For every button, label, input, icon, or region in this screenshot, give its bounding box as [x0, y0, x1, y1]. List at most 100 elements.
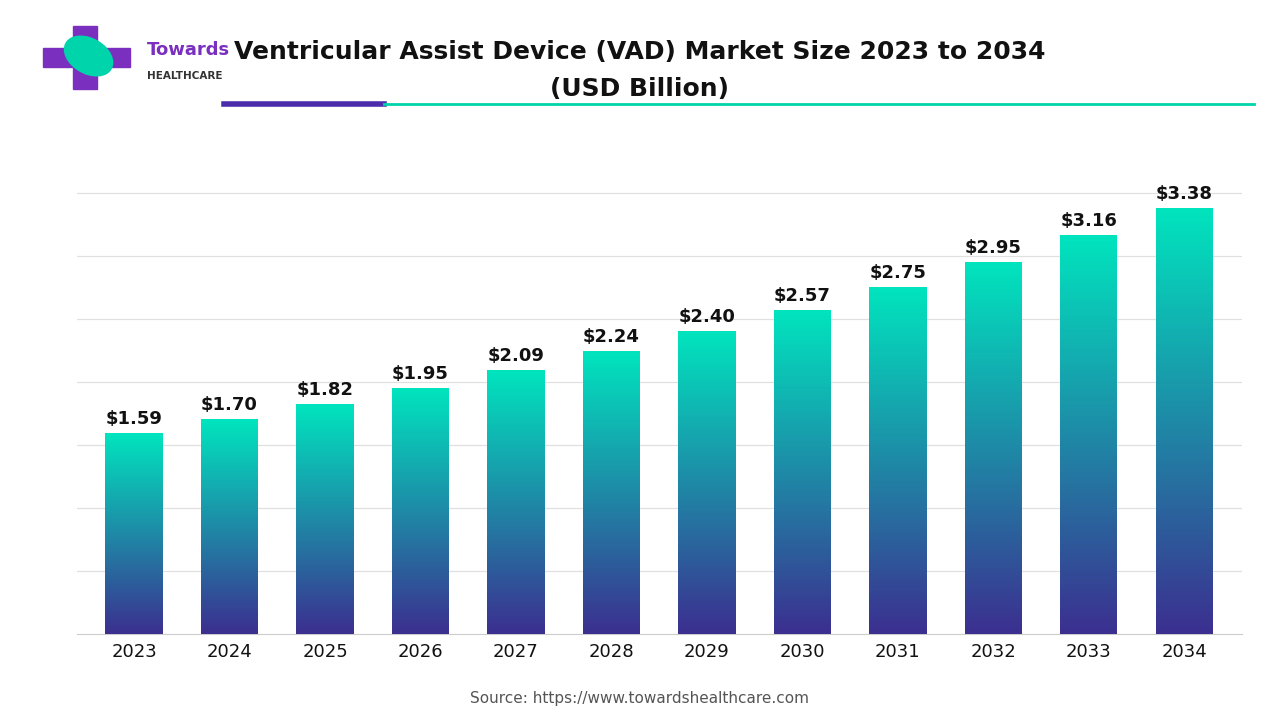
Bar [488, 473, 544, 474]
Bar [488, 431, 544, 432]
Bar [774, 460, 831, 462]
Bar [488, 598, 544, 599]
Bar [297, 492, 353, 494]
Bar [392, 573, 449, 575]
Bar [201, 614, 259, 616]
Bar [488, 568, 544, 569]
Bar [297, 481, 353, 482]
Bar [774, 328, 831, 329]
Bar [774, 629, 831, 631]
Bar [582, 422, 640, 423]
Bar [392, 462, 449, 463]
Bar [678, 613, 736, 614]
Bar [105, 469, 163, 470]
Bar [1156, 565, 1213, 567]
Bar [201, 561, 259, 562]
Bar [869, 480, 927, 481]
Bar [774, 485, 831, 486]
Bar [201, 513, 259, 515]
Bar [488, 623, 544, 624]
Bar [44, 48, 131, 67]
Bar [105, 491, 163, 492]
Bar [1060, 392, 1117, 395]
Bar [582, 632, 640, 634]
Bar [488, 454, 544, 456]
Bar [678, 375, 736, 377]
Bar [582, 603, 640, 604]
Bar [1156, 576, 1213, 578]
Bar [201, 434, 259, 436]
Bar [582, 529, 640, 531]
Bar [774, 605, 831, 606]
Bar [869, 514, 927, 516]
Bar [201, 629, 259, 631]
Bar [774, 527, 831, 528]
Bar [965, 334, 1021, 336]
Bar [965, 563, 1021, 564]
Bar [965, 609, 1021, 611]
Bar [965, 500, 1021, 502]
Bar [774, 342, 831, 343]
Bar [105, 470, 163, 472]
Bar [582, 474, 640, 475]
Bar [869, 492, 927, 493]
Bar [1156, 242, 1213, 244]
Bar [488, 514, 544, 515]
Bar [392, 438, 449, 439]
Bar [965, 279, 1021, 281]
Bar [965, 423, 1021, 426]
Bar [678, 580, 736, 582]
Bar [965, 343, 1021, 346]
Bar [678, 415, 736, 416]
Bar [1060, 282, 1117, 283]
Bar [1156, 235, 1213, 238]
Bar [582, 518, 640, 519]
Bar [488, 505, 544, 506]
Bar [1060, 399, 1117, 400]
Bar [488, 486, 544, 487]
Bar [774, 528, 831, 530]
Bar [774, 482, 831, 483]
Bar [774, 505, 831, 508]
Bar [297, 442, 353, 444]
Bar [965, 336, 1021, 338]
Bar [774, 363, 831, 365]
Bar [392, 408, 449, 409]
Bar [678, 523, 736, 525]
Bar [774, 454, 831, 456]
Bar [965, 301, 1021, 303]
Bar [488, 606, 544, 607]
Bar [488, 456, 544, 457]
Bar [297, 503, 353, 504]
Bar [297, 455, 353, 456]
Bar [201, 557, 259, 559]
Bar [678, 629, 736, 631]
Bar [392, 519, 449, 521]
Bar [392, 582, 449, 583]
Bar [678, 499, 736, 500]
Bar [297, 583, 353, 585]
Bar [1156, 618, 1213, 621]
Bar [1156, 521, 1213, 523]
Bar [1060, 397, 1117, 399]
Bar [678, 356, 736, 357]
Bar [582, 501, 640, 503]
Bar [1156, 216, 1213, 218]
Bar [678, 632, 736, 634]
Bar [392, 541, 449, 543]
Bar [297, 450, 353, 451]
Bar [488, 585, 544, 586]
Bar [869, 561, 927, 562]
Bar [1156, 514, 1213, 516]
Bar [678, 410, 736, 411]
Bar [678, 475, 736, 477]
Bar [774, 330, 831, 333]
Bar [1060, 560, 1117, 562]
Bar [965, 303, 1021, 305]
Bar [869, 559, 927, 561]
Bar [488, 541, 544, 543]
Bar [582, 478, 640, 480]
Bar [488, 413, 544, 414]
Bar [488, 607, 544, 608]
Bar [965, 468, 1021, 470]
